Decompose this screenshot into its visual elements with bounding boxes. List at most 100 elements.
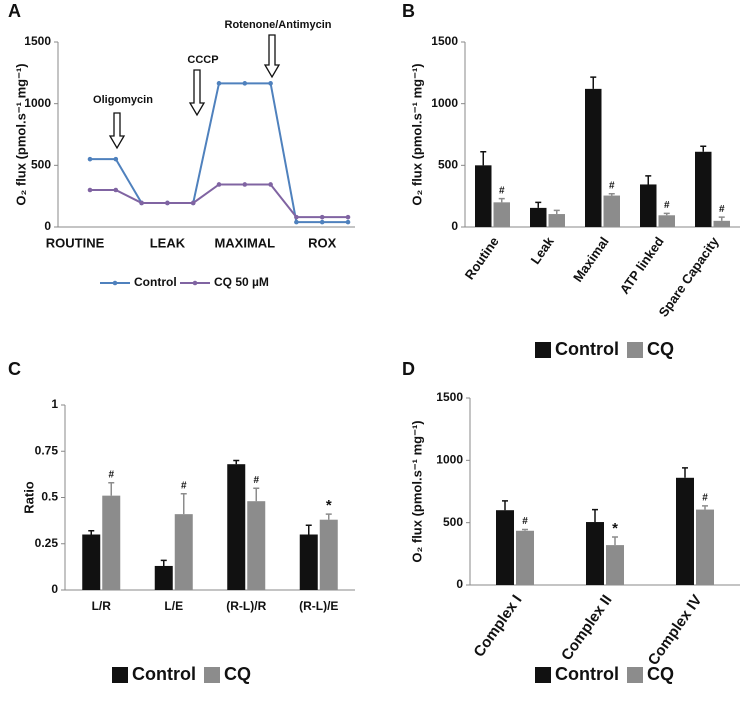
bar (516, 530, 534, 585)
bar (247, 501, 266, 590)
error-bar (682, 467, 688, 478)
x-tick-label: (R-L)/R (226, 599, 266, 613)
significance-marker: * (326, 497, 332, 514)
error-bar (498, 197, 505, 203)
y-tick-label: 0 (51, 582, 58, 596)
y-tick-label: 0.75 (35, 443, 59, 457)
annotation: Rotenone/Antimycin (225, 19, 332, 31)
y-tick-label: 500 (443, 515, 463, 529)
bar (696, 509, 714, 585)
bar (102, 495, 121, 590)
bar (585, 88, 602, 227)
y-tick-label: 0.25 (35, 536, 59, 550)
y-tick-label: 1500 (436, 390, 463, 404)
point (268, 81, 273, 86)
bar (603, 195, 620, 227)
error-bar (502, 500, 508, 511)
x-tick-label: Leak (527, 233, 557, 267)
x-tick-label: ROUTINE (46, 235, 105, 250)
error-bar (480, 151, 487, 166)
point (294, 219, 299, 225)
point (113, 156, 119, 162)
legend-label: CQ 50 µM (214, 275, 269, 289)
x-tick-label: ATP linked (617, 234, 667, 297)
significance-marker: # (719, 204, 725, 215)
y-tick-label: 0 (456, 577, 463, 591)
error-bar (253, 487, 260, 502)
point (139, 200, 144, 206)
point (242, 81, 248, 86)
bar (676, 477, 694, 585)
legend-point (192, 280, 198, 286)
significance-marker: # (664, 200, 670, 211)
bar (658, 215, 675, 227)
x-tick-label: MAXIMAL (214, 235, 275, 250)
point (87, 187, 93, 193)
bar (496, 510, 514, 585)
x-tick-label: Complex I (470, 592, 525, 660)
legend-swatch (535, 667, 551, 683)
x-tick-label: Complex IV (645, 592, 706, 669)
y-tick-label: 0 (44, 219, 51, 233)
y-tick-label: 0.5 (41, 490, 58, 504)
bar (154, 565, 173, 590)
significance-marker: # (108, 469, 114, 480)
x-tick-label: L/R (92, 599, 112, 613)
point (216, 81, 222, 86)
panel-label: D (402, 359, 415, 379)
point (268, 182, 273, 187)
point (319, 219, 325, 225)
legend-label: Control (555, 339, 619, 359)
point (242, 182, 248, 187)
significance-marker: # (181, 480, 187, 491)
point (294, 214, 299, 220)
x-tick-label: ROX (308, 235, 337, 250)
bar (299, 534, 318, 590)
y-axis-title: O₂ flux (pmol.s⁻¹ mg⁻¹) (409, 420, 424, 562)
error-bar (590, 76, 597, 89)
legend-swatch (112, 667, 128, 683)
point (165, 200, 170, 206)
legend-label: CQ (224, 664, 251, 684)
error-bar (663, 212, 670, 216)
error-bar (305, 524, 312, 535)
error-bar (612, 536, 618, 546)
x-tick-label: Routine (462, 234, 502, 282)
bar (82, 534, 101, 590)
error-bar (180, 493, 187, 515)
arrow (108, 112, 126, 150)
bar (586, 522, 604, 585)
bar (493, 202, 510, 227)
significance-marker: # (702, 492, 708, 503)
bar (640, 184, 657, 227)
bar (713, 220, 730, 227)
point (113, 187, 119, 193)
error-bar (645, 175, 652, 185)
significance-marker: # (499, 185, 505, 196)
point (319, 214, 325, 220)
error-bar (535, 201, 542, 208)
annotation: Oligomycin (93, 94, 153, 106)
y-tick-label: 1500 (24, 34, 51, 48)
arrow (263, 34, 281, 79)
error-bar (108, 481, 115, 496)
legend-label: CQ (647, 339, 674, 359)
y-axis-title: O₂ flux (pmol.s⁻¹ mg⁻¹) (13, 63, 28, 205)
point (190, 200, 196, 206)
bar (548, 214, 565, 227)
error-bar (88, 530, 95, 535)
y-tick-label: 500 (438, 158, 458, 172)
error-bar (608, 192, 615, 196)
y-tick-label: 1500 (431, 34, 458, 48)
panel-label: A (8, 1, 21, 21)
error-bar (702, 505, 708, 510)
legend-label: Control (134, 275, 177, 289)
y-tick-label: 1000 (431, 96, 458, 110)
bar (319, 519, 338, 590)
bar (227, 464, 246, 590)
arrow (188, 69, 206, 117)
legend-label: Control (132, 664, 196, 684)
legend-swatch (627, 342, 643, 358)
y-tick-label: 500 (31, 158, 51, 172)
